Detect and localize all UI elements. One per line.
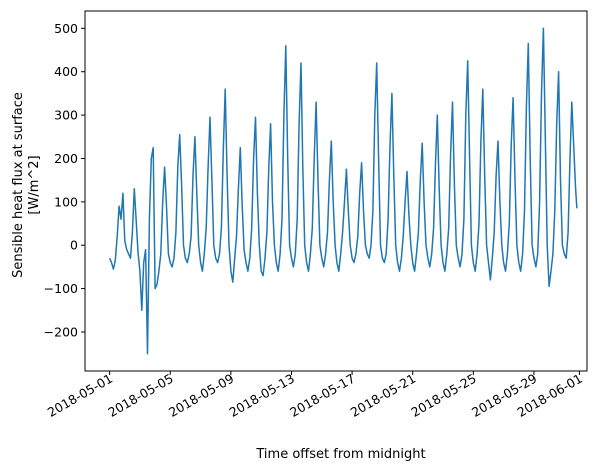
y-tick-label: −200 [44, 324, 78, 339]
y-tick-label: 300 [54, 108, 78, 123]
y-axis-label-line-1: Sensible heat flux at surface [11, 92, 26, 278]
y-tick-label: 100 [54, 194, 78, 209]
y-tick-label: −100 [44, 281, 78, 296]
y-tick-label: 200 [54, 151, 78, 166]
x-axis-label: Time offset from midnight [255, 447, 425, 462]
series-line-1 [108, 27, 578, 355]
y-tick-label: 400 [54, 64, 78, 79]
y-tick-label: 500 [54, 21, 78, 36]
plot-area [108, 27, 578, 355]
y-axis-label-line-2: [W/m^2] [27, 155, 42, 214]
plot-frame [84, 10, 588, 372]
y-tick-label: 0 [70, 238, 78, 253]
